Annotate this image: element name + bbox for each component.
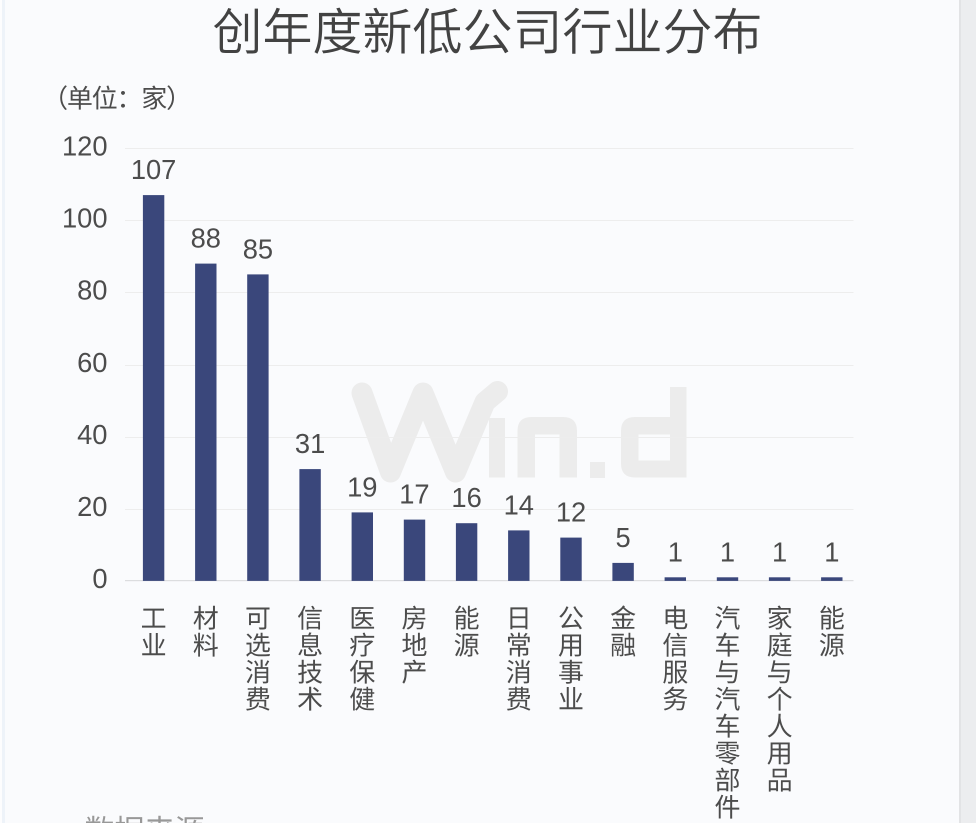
svg-text:1: 1 [824,536,839,567]
svg-text:88: 88 [191,223,221,254]
svg-text:31: 31 [295,428,325,459]
svg-text:107: 107 [131,154,177,185]
svg-text:17: 17 [399,479,429,510]
svg-text:14: 14 [504,489,534,520]
svg-text:60: 60 [77,347,107,378]
svg-text:40: 40 [77,419,107,450]
svg-text:5: 5 [616,522,631,553]
svg-text:12: 12 [556,497,586,528]
svg-text:1: 1 [668,536,683,567]
svg-text:16: 16 [451,482,481,513]
svg-text:1: 1 [772,536,787,567]
svg-text:1: 1 [720,536,735,567]
svg-text:120: 120 [62,131,108,162]
svg-text:19: 19 [347,471,377,502]
svg-text:0: 0 [92,563,107,594]
svg-text:80: 80 [77,275,107,306]
svg-text:85: 85 [243,233,273,264]
svg-text:100: 100 [62,203,108,234]
svg-text:20: 20 [77,491,107,522]
